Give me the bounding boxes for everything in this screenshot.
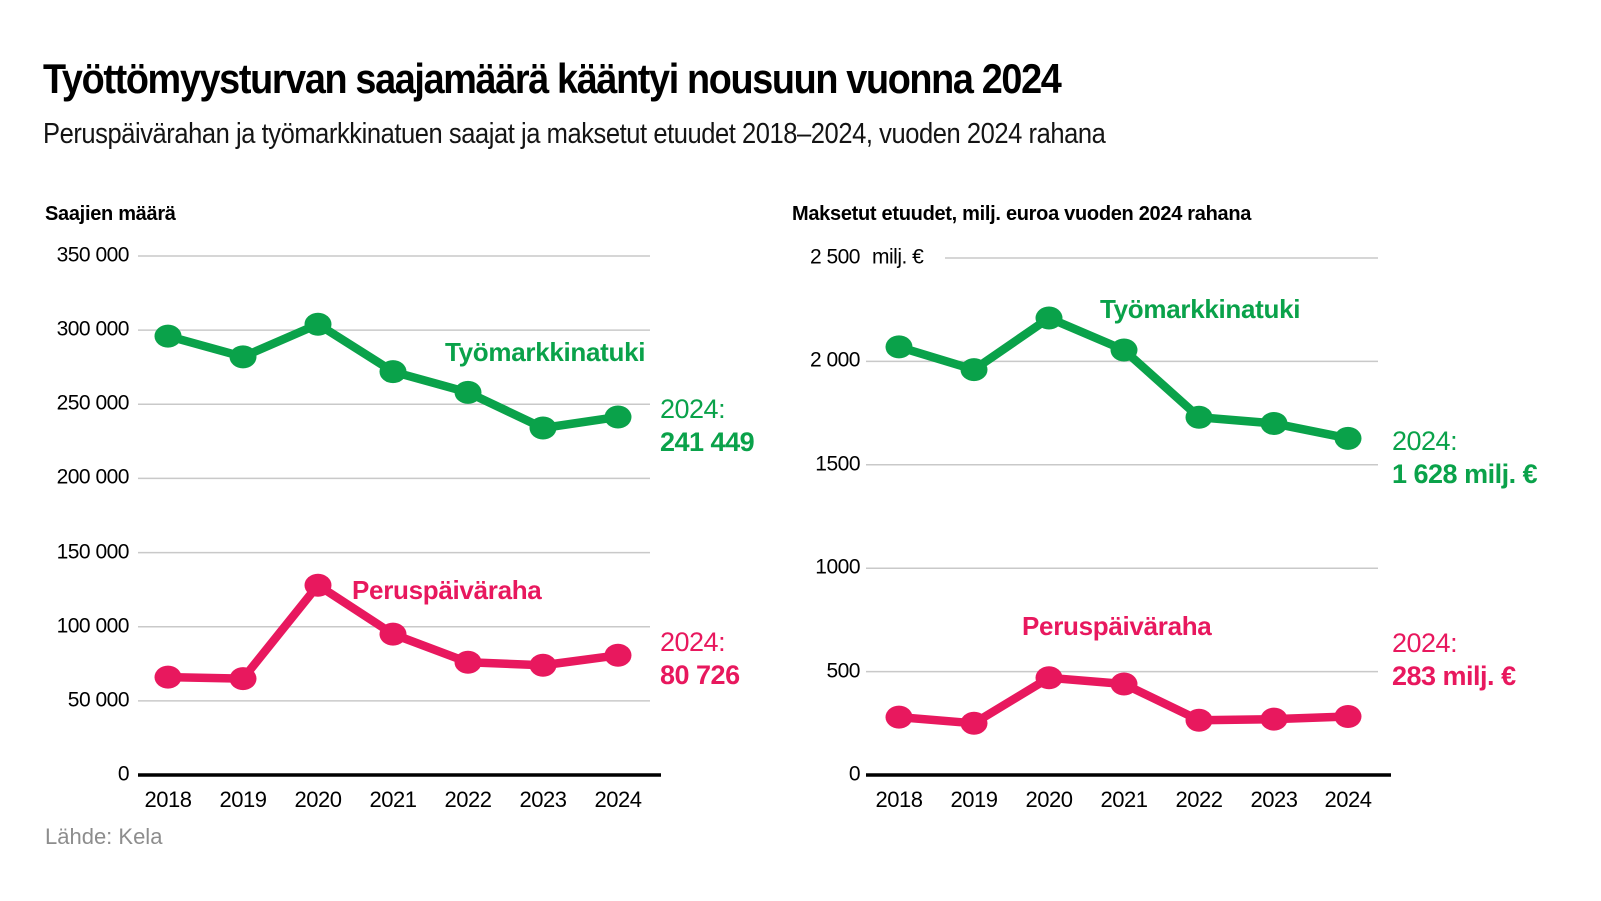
data-point	[1035, 306, 1063, 330]
data-point	[229, 667, 257, 691]
x-tick-label: 2019	[950, 787, 998, 812]
page-subtitle: Peruspäivärahan ja työmarkkinatuen saaja…	[43, 118, 1106, 150]
annotation-value: 241 449	[660, 427, 755, 457]
y-tick-label: 0	[848, 762, 861, 786]
x-tick-label: 2018	[875, 787, 923, 812]
data-point	[960, 358, 988, 382]
annotation-value: 80 726	[660, 660, 740, 690]
data-point	[1334, 426, 1362, 450]
x-tick-label: 2020	[1025, 787, 1073, 812]
x-tick-label: 2019	[219, 787, 267, 812]
y-axis-unit-label: milj. €	[872, 245, 924, 269]
y-tick-label: 50 000	[67, 688, 130, 712]
y-tick-label: 2 500	[809, 245, 861, 269]
x-tick-label: 2022	[444, 787, 492, 812]
y-tick-label: 250 000	[56, 391, 130, 415]
x-tick-label: 2020	[294, 787, 342, 812]
data-point	[1110, 672, 1138, 696]
left-chart-title: Saajien määrä	[45, 203, 176, 225]
data-point	[604, 405, 632, 429]
y-tick-label: 350 000	[56, 243, 130, 267]
y-tick-label: 1500	[815, 452, 860, 476]
data-point	[154, 324, 182, 348]
data-point	[454, 650, 482, 674]
data-point	[379, 622, 407, 646]
data-point	[885, 705, 913, 729]
y-tick-label: 200 000	[56, 465, 130, 489]
data-point	[1260, 411, 1288, 435]
data-point	[454, 380, 482, 404]
annotation-year: 2024:	[1392, 628, 1458, 658]
data-point	[154, 665, 182, 689]
data-point	[1334, 704, 1362, 728]
data-point	[1110, 338, 1138, 362]
source-note: Lähde: Kela	[45, 824, 163, 849]
x-tick-label: 2024	[1324, 787, 1372, 812]
y-tick-label: 1000	[815, 555, 860, 579]
annotation-year: 2024:	[1392, 426, 1458, 456]
x-tick-label: 2021	[369, 787, 417, 812]
x-tick-label: 2021	[1100, 787, 1148, 812]
data-point	[960, 711, 988, 735]
data-point	[604, 643, 632, 667]
data-point	[304, 573, 332, 597]
y-tick-label: 500	[826, 659, 860, 683]
data-point	[1185, 405, 1213, 429]
y-tick-label: 300 000	[56, 317, 130, 341]
annotation-value: 283 milj. €	[1392, 661, 1516, 691]
data-point	[1185, 708, 1213, 732]
series-label-peruspäiväraha: Peruspäiväraha	[352, 575, 542, 605]
data-point	[885, 335, 913, 359]
annotation-year: 2024:	[660, 627, 726, 657]
data-point	[304, 312, 332, 336]
x-tick-label: 2018	[144, 787, 192, 812]
y-tick-label: 100 000	[56, 614, 130, 638]
annotation-value: 1 628 milj. €	[1392, 459, 1538, 489]
data-point	[529, 653, 557, 677]
x-tick-label: 2022	[1175, 787, 1223, 812]
y-tick-label: 0	[117, 762, 130, 786]
data-point	[1260, 707, 1288, 731]
data-point	[379, 360, 407, 384]
series-label-peruspäiväraha: Peruspäiväraha	[1022, 611, 1212, 641]
right-chart-title: Maksetut etuudet, milj. euroa vuoden 202…	[792, 203, 1252, 225]
series-label-työmarkkinatuki: Työmarkkinatuki	[445, 337, 646, 367]
y-tick-label: 2 000	[809, 348, 861, 372]
x-tick-label: 2024	[594, 787, 642, 812]
series-label-työmarkkinatuki: Työmarkkinatuki	[1100, 294, 1301, 324]
data-point	[1035, 666, 1063, 690]
x-tick-label: 2023	[1250, 787, 1298, 812]
data-point	[229, 345, 257, 369]
x-tick-label: 2023	[519, 787, 567, 812]
page-title: Työttömyysturvan saajamäärä kääntyi nous…	[43, 55, 1062, 102]
annotation-year: 2024:	[660, 394, 726, 424]
data-point	[529, 416, 557, 440]
y-tick-label: 150 000	[56, 540, 130, 564]
